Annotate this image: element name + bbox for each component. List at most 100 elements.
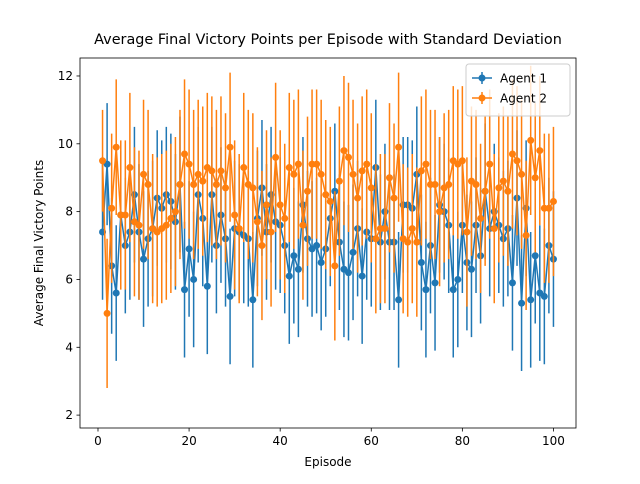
marker <box>167 214 175 222</box>
marker <box>140 255 148 263</box>
y-tick-label: 10 <box>58 137 73 151</box>
marker <box>249 296 257 304</box>
marker <box>545 204 553 212</box>
marker <box>226 143 234 151</box>
marker <box>99 157 107 165</box>
marker <box>495 184 503 192</box>
marker <box>171 208 179 216</box>
marker <box>290 170 298 178</box>
marker <box>249 184 257 192</box>
marker <box>335 177 343 185</box>
marker <box>504 187 512 195</box>
marker <box>431 279 439 287</box>
marker <box>326 197 334 205</box>
x-tick-label: 40 <box>273 434 288 448</box>
marker <box>281 214 289 222</box>
marker <box>272 153 280 161</box>
marker <box>203 282 211 290</box>
marker <box>231 211 239 219</box>
marker <box>331 262 339 270</box>
marker <box>536 147 544 155</box>
marker <box>313 160 321 168</box>
marker <box>527 296 535 304</box>
marker <box>299 221 307 229</box>
x-axis-label: Episode <box>304 455 351 469</box>
marker <box>417 167 425 175</box>
marker <box>531 252 539 260</box>
marker <box>531 174 539 182</box>
legend: Agent 1 Agent 2 <box>465 63 571 117</box>
x-tick-label: 0 <box>94 434 102 448</box>
marker <box>404 238 412 246</box>
marker <box>340 147 348 155</box>
marker <box>267 228 275 236</box>
marker <box>549 197 557 205</box>
marker <box>454 275 462 283</box>
marker <box>285 272 293 280</box>
series-line <box>101 140 555 314</box>
marker <box>103 309 111 317</box>
marker <box>518 170 526 178</box>
marker <box>185 160 193 168</box>
marker <box>344 269 352 277</box>
y-axis-label: Average Final Victory Points <box>32 160 46 326</box>
legend-box <box>465 63 571 117</box>
marker <box>449 286 457 294</box>
marker <box>499 177 507 185</box>
marker <box>436 208 444 216</box>
marker <box>481 187 489 195</box>
marker <box>217 167 225 175</box>
marker <box>413 238 421 246</box>
marker <box>294 160 302 168</box>
marker <box>240 164 248 172</box>
y-tick-label: 6 <box>65 272 73 286</box>
y-tick-label: 4 <box>65 340 73 354</box>
marker <box>349 248 357 256</box>
marker <box>458 157 466 165</box>
legend-label: Agent 2 <box>500 92 547 106</box>
marker <box>381 225 389 233</box>
y-tick-label: 12 <box>58 69 73 83</box>
legend-marker <box>478 74 486 82</box>
marker <box>540 292 548 300</box>
legend-marker <box>478 94 486 102</box>
x-tick-label: 60 <box>364 434 379 448</box>
marker <box>135 221 143 229</box>
marker <box>395 143 403 151</box>
marker <box>181 150 189 158</box>
marker <box>358 272 366 280</box>
marker <box>477 214 485 222</box>
marker <box>112 289 120 297</box>
marker <box>527 136 535 144</box>
marker <box>162 221 170 229</box>
marker <box>194 170 202 178</box>
marker <box>349 170 357 178</box>
marker <box>112 143 120 151</box>
marker <box>467 265 475 273</box>
marker <box>395 296 403 304</box>
marker <box>344 153 352 161</box>
marker <box>354 194 362 202</box>
marker <box>422 286 430 294</box>
plot-frame <box>79 57 577 429</box>
marker <box>317 259 325 267</box>
marker <box>190 275 198 283</box>
x-tick-label: 100 <box>542 434 565 448</box>
marker <box>472 180 480 188</box>
marker <box>185 245 193 253</box>
series-line <box>101 164 555 304</box>
marker <box>431 180 439 188</box>
marker <box>258 242 266 250</box>
marker <box>294 265 302 273</box>
marker <box>144 180 152 188</box>
marker <box>176 180 184 188</box>
x-tick-label: 80 <box>455 434 470 448</box>
marker <box>385 174 393 182</box>
marker <box>390 194 398 202</box>
marker <box>508 279 516 287</box>
marker <box>317 170 325 178</box>
marker <box>304 187 312 195</box>
legend-label: Agent 1 <box>500 72 547 86</box>
